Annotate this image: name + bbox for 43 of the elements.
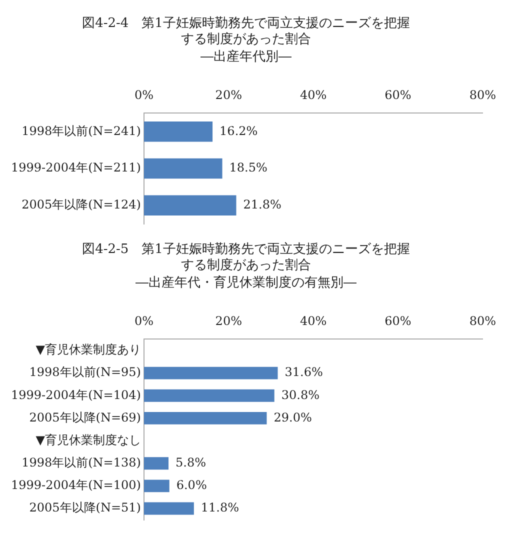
bar [144, 389, 274, 402]
chart-title: 図4-2-5 第1子妊娠時勤務先で両立支援のニーズを把握する制度があった割合 [82, 241, 410, 273]
y-tick-label: 1999-2004年(N=104) [10, 388, 141, 402]
bar [144, 457, 169, 470]
y-tick-label: 2005年以降(N=124) [22, 197, 141, 212]
chart-subtitle: ―出産年代・育児休業制度の有無別― [136, 274, 356, 290]
y-tick-label: 2005年以降(N=69) [29, 410, 141, 424]
bar [144, 480, 170, 492]
bar [144, 195, 236, 216]
x-tick-label: 80% [469, 88, 496, 102]
x-tick-label: 80% [469, 314, 496, 328]
data-label: 31.6% [284, 365, 323, 380]
y-tick-label: 1999-2004年(N=100) [10, 478, 141, 492]
y-tick-label: 1998年以前(N=138) [22, 455, 141, 470]
bar [144, 366, 278, 380]
data-label: 16.2% [220, 124, 258, 138]
y-tick-label: 1999-2004年(N=211) [10, 160, 141, 175]
bar [144, 412, 267, 424]
x-tick-label: 0% [134, 314, 154, 328]
data-label: 18.5% [229, 160, 268, 175]
data-label: 5.8% [176, 455, 206, 470]
data-label: 29.0% [274, 410, 312, 424]
bar [144, 502, 194, 515]
y-tick-label: 1998年以前(N=241) [22, 124, 141, 138]
x-tick-label: 20% [215, 88, 242, 102]
chart-title: 図4-2-4 第1子妊娠時勤務先で両立支援のニーズを把握する制度があった割合 [82, 15, 410, 47]
data-label: 30.8% [281, 388, 320, 402]
x-tick-label: 40% [300, 88, 327, 102]
data-label: 6.0% [176, 478, 207, 492]
data-label: 11.8% [200, 500, 240, 515]
x-tick-label: 60% [384, 88, 412, 102]
x-tick-label: 20% [215, 314, 242, 328]
bar [144, 158, 222, 179]
data-label: 21.8% [243, 197, 282, 212]
y-tick-label: ▼育児休業制度あり [36, 342, 141, 357]
y-tick-label: 1998年以前(N=95) [29, 365, 141, 380]
chart-subtitle: ―出産年代別― [200, 48, 292, 64]
x-tick-label: 60% [384, 314, 412, 328]
x-tick-label: 0% [134, 88, 154, 102]
bar [144, 121, 213, 142]
y-tick-label: 2005年以降(N=51) [29, 500, 141, 515]
y-tick-label: ▼育児休業制度なし [36, 432, 141, 447]
x-tick-label: 40% [300, 314, 327, 328]
